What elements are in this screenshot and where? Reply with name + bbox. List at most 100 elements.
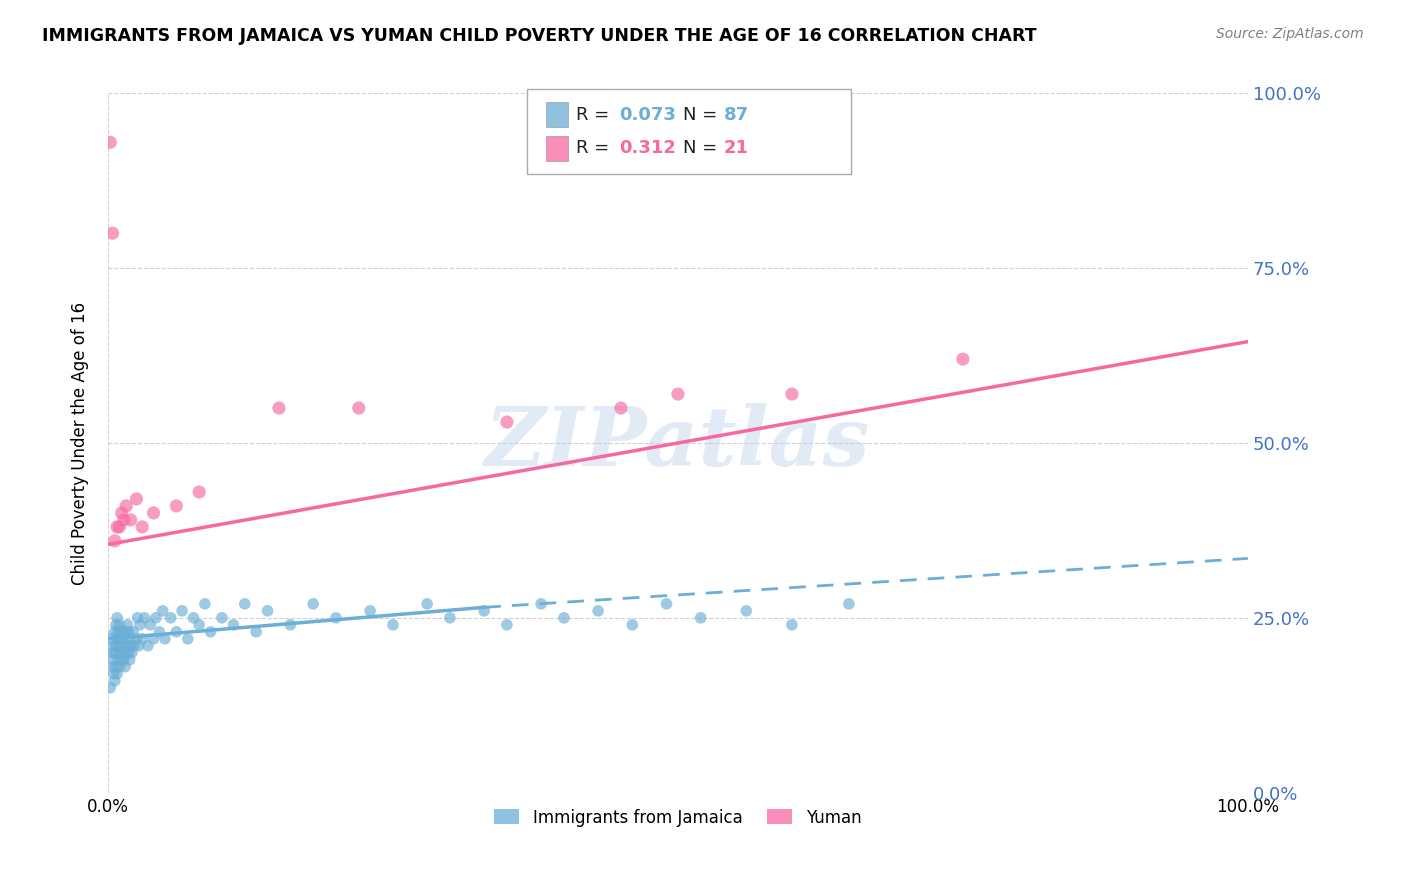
Text: IMMIGRANTS FROM JAMAICA VS YUMAN CHILD POVERTY UNDER THE AGE OF 16 CORRELATION C: IMMIGRANTS FROM JAMAICA VS YUMAN CHILD P… <box>42 27 1036 45</box>
Point <box>104 639 127 653</box>
Point <box>153 632 176 646</box>
Point <box>115 646 138 660</box>
Point <box>233 597 256 611</box>
Point <box>100 632 122 646</box>
Point <box>104 673 127 688</box>
Point <box>117 639 139 653</box>
Point <box>105 520 128 534</box>
Point <box>553 611 575 625</box>
Point <box>110 624 132 639</box>
Point <box>183 611 205 625</box>
Point <box>142 632 165 646</box>
Point <box>325 611 347 625</box>
Point <box>108 639 131 653</box>
Point <box>108 617 131 632</box>
Point <box>115 624 138 639</box>
Text: N =: N = <box>683 139 723 157</box>
Point <box>111 506 134 520</box>
Point <box>112 632 135 646</box>
Point <box>586 604 609 618</box>
Point <box>280 617 302 632</box>
Point <box>194 597 217 611</box>
Point <box>120 639 142 653</box>
Point <box>103 639 125 653</box>
Point <box>145 611 167 625</box>
Point <box>222 617 245 632</box>
Point <box>952 352 974 367</box>
Point <box>112 653 135 667</box>
Point <box>117 617 139 632</box>
Point <box>302 597 325 611</box>
Point <box>838 597 860 611</box>
Point <box>148 624 170 639</box>
Point <box>111 624 134 639</box>
Point <box>121 646 143 660</box>
Point <box>136 639 159 653</box>
Point <box>142 506 165 520</box>
Point <box>780 387 803 401</box>
Point <box>101 226 124 240</box>
Point <box>416 597 439 611</box>
Point <box>103 653 125 667</box>
Point <box>101 646 124 660</box>
Point <box>359 604 381 618</box>
Point <box>530 597 553 611</box>
Point <box>152 604 174 618</box>
Text: 0.073: 0.073 <box>619 106 675 124</box>
Point <box>105 632 128 646</box>
Point <box>666 387 689 401</box>
Point <box>104 617 127 632</box>
Text: R =: R = <box>576 106 616 124</box>
Text: R =: R = <box>576 139 616 157</box>
Point <box>129 617 152 632</box>
Point <box>139 617 162 632</box>
Point <box>122 624 145 639</box>
Point <box>104 660 127 674</box>
Point <box>110 646 132 660</box>
Point <box>689 611 711 625</box>
Point <box>114 660 136 674</box>
Point <box>610 401 633 415</box>
Point <box>347 401 370 415</box>
Point <box>780 617 803 632</box>
Text: Source: ZipAtlas.com: Source: ZipAtlas.com <box>1216 27 1364 41</box>
Text: 21: 21 <box>724 139 749 157</box>
Point <box>621 617 644 632</box>
Point <box>200 624 222 639</box>
Point <box>112 513 135 527</box>
Point <box>105 611 128 625</box>
Point <box>165 499 187 513</box>
Point <box>496 617 519 632</box>
Point <box>108 660 131 674</box>
Point <box>131 632 153 646</box>
Point <box>98 681 121 695</box>
Point <box>117 646 139 660</box>
Text: 0.312: 0.312 <box>619 139 675 157</box>
Point <box>118 632 141 646</box>
Point <box>115 499 138 513</box>
Text: N =: N = <box>683 106 723 124</box>
Text: ZIPatlas: ZIPatlas <box>485 403 870 483</box>
Point <box>165 624 187 639</box>
Point <box>188 485 211 500</box>
Point <box>111 653 134 667</box>
Text: 87: 87 <box>724 106 749 124</box>
Point <box>655 597 678 611</box>
Point <box>111 632 134 646</box>
Point <box>128 639 150 653</box>
Point <box>472 604 495 618</box>
Point <box>177 632 200 646</box>
Point <box>439 611 461 625</box>
Point <box>127 611 149 625</box>
Point <box>107 624 129 639</box>
Point <box>120 513 142 527</box>
Point <box>105 666 128 681</box>
Legend: Immigrants from Jamaica, Yuman: Immigrants from Jamaica, Yuman <box>488 802 868 833</box>
Point <box>267 401 290 415</box>
Point <box>188 617 211 632</box>
Point <box>735 604 758 618</box>
Point <box>125 491 148 506</box>
Point <box>101 660 124 674</box>
Point <box>159 611 181 625</box>
Point <box>103 666 125 681</box>
